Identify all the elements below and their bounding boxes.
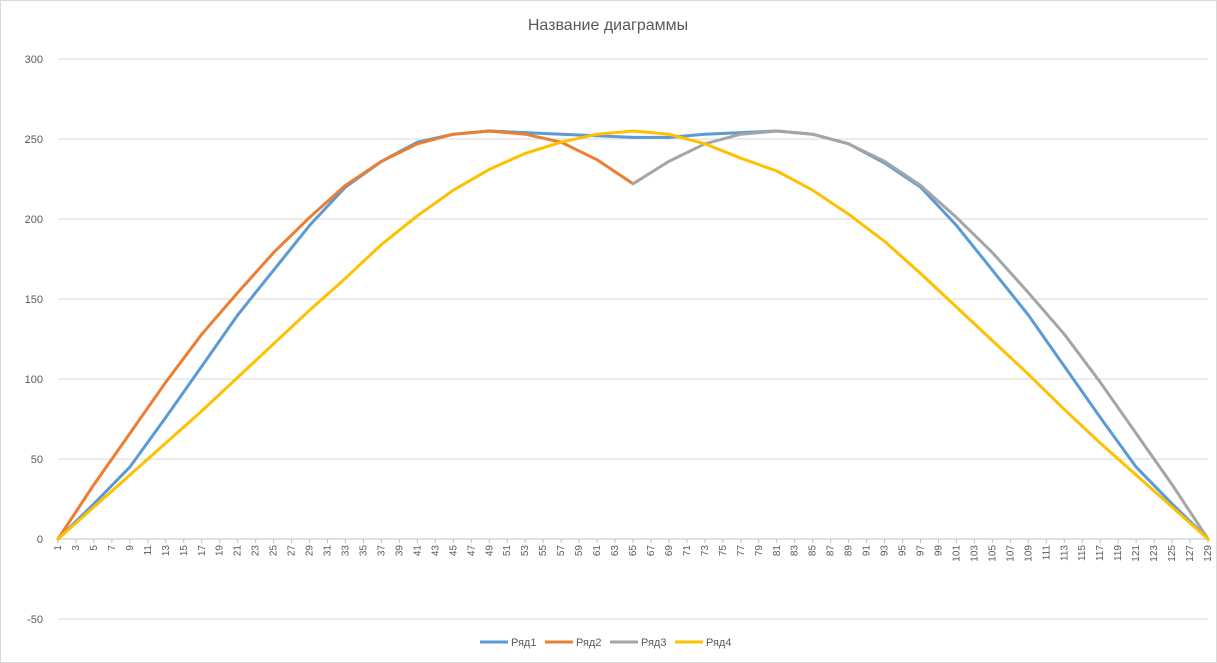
x-tick-label: 63 [610,545,621,557]
x-tick-label: 45 [448,545,459,557]
x-tick-label: 79 [754,545,765,557]
x-tick-label: 9 [125,545,136,551]
x-tick-label: 5 [89,545,100,551]
series-line-Ряд2 [56,129,635,541]
legend-label: Ряд3 [641,637,666,649]
x-tick-label: 7 [107,545,118,551]
x-tick-label: 3 [71,545,82,551]
series-line-Ряд4 [56,129,1210,541]
x-tick-label: 123 [1149,545,1160,562]
x-tick-label: 71 [682,545,693,557]
x-tick-label: 117 [1095,545,1106,561]
x-tick-label: 89 [844,545,855,557]
x-tick-label: 49 [484,545,495,557]
x-tick-label: 115 [1077,545,1088,561]
x-tick-label: 87 [826,545,837,557]
x-tick-label: 57 [556,545,567,557]
x-tick-label: 43 [430,545,441,557]
x-tick-label: 1 [53,545,64,551]
x-tick-label: 13 [161,545,172,557]
legend-label: Ряд4 [706,637,731,649]
legend-label: Ряд1 [511,637,536,649]
x-tick-label: 121 [1131,545,1142,562]
x-tick-label: 27 [287,545,298,557]
x-tick-label: 19 [215,545,226,557]
x-tick-label: 65 [628,545,639,557]
x-tick-label: 107 [1005,545,1016,562]
x-tick-label: 113 [1059,545,1070,561]
x-tick-label: 101 [951,545,962,562]
x-tick-label: 69 [664,545,675,557]
x-tick-label: 33 [341,545,352,557]
x-tick-label: 83 [790,545,801,557]
x-tick-label: 17 [197,545,208,557]
x-tick-label: 127 [1185,545,1196,562]
x-tick-label: 103 [969,545,980,562]
x-tick-label: 35 [358,545,369,557]
x-tick-label: 23 [251,545,262,557]
x-tick-label: 125 [1167,545,1178,562]
y-tick-label: 50 [31,454,43,466]
x-tick-label: 111 [1041,545,1052,561]
x-tick-label: 91 [862,545,873,557]
x-tick-label: 51 [502,545,513,557]
y-tick-label: 0 [37,534,43,546]
x-tick-label: 119 [1113,545,1124,561]
series-line-Ряд3 [631,129,1210,541]
chart-title: Название диаграммы [528,17,688,34]
x-tick-label: 25 [269,545,280,557]
x-tick-label: 29 [305,545,316,557]
x-tick-label: 109 [1023,545,1034,562]
x-tick-label: 61 [592,545,603,557]
x-tick-label: 55 [538,545,549,557]
x-tick-label: 73 [700,545,711,557]
y-tick-label: 250 [25,134,43,146]
x-tick-label: 97 [916,545,927,557]
x-tick-label: 37 [376,545,387,557]
x-tick-label: 75 [718,545,729,557]
y-tick-label: 100 [25,374,43,386]
x-tick-label: 53 [520,545,531,557]
x-tick-label: 105 [987,545,998,562]
x-tick-label: 41 [412,545,423,557]
y-tick-label: 150 [25,294,43,306]
x-tick-label: 59 [574,545,585,557]
x-tick-label: 39 [394,545,405,557]
x-tick-label: 129 [1203,545,1214,562]
x-tick-label: 11 [143,545,154,556]
legend-label: Ряд2 [576,637,601,649]
x-tick-label: 93 [880,545,891,557]
x-tick-label: 95 [898,545,909,557]
y-tick-label: -50 [27,614,43,626]
x-tick-label: 81 [772,545,783,557]
series-line-Ряд1 [56,129,1210,541]
x-tick-label: 15 [179,545,190,557]
x-tick-label: 77 [736,545,747,557]
x-tick-label: 31 [323,545,334,557]
y-tick-label: 300 [25,54,43,66]
x-tick-label: 85 [808,545,819,557]
x-tick-label: 99 [933,545,944,557]
x-tick-label: 21 [233,545,244,557]
x-tick-label: 47 [466,545,477,557]
y-tick-label: 200 [25,214,43,226]
x-tick-label: 67 [646,545,657,557]
